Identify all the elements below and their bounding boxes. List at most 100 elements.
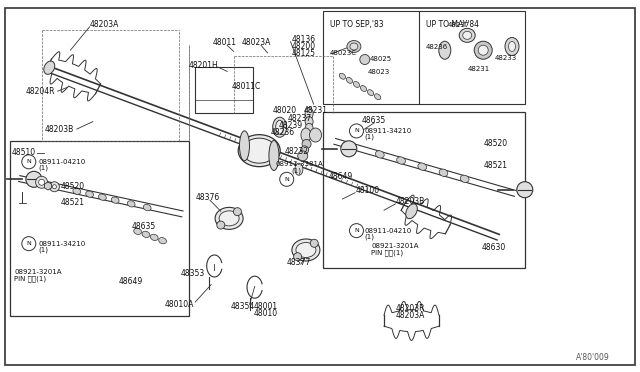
Ellipse shape — [296, 243, 316, 257]
Text: 48649: 48649 — [328, 172, 353, 181]
Bar — [323, 11, 525, 104]
Ellipse shape — [301, 128, 311, 142]
Ellipse shape — [302, 140, 311, 148]
Text: N: N — [284, 177, 289, 182]
Ellipse shape — [276, 120, 284, 134]
Ellipse shape — [111, 197, 119, 203]
Text: 48203A: 48203A — [90, 20, 119, 29]
Circle shape — [217, 221, 225, 229]
Text: 48237: 48237 — [287, 114, 312, 123]
Text: 48520: 48520 — [61, 182, 85, 191]
Circle shape — [310, 239, 318, 247]
Circle shape — [26, 171, 42, 187]
Text: 48020: 48020 — [273, 106, 297, 115]
Ellipse shape — [374, 94, 381, 100]
Text: UP TO MAY'84: UP TO MAY'84 — [426, 20, 479, 29]
Ellipse shape — [142, 231, 150, 237]
Ellipse shape — [134, 228, 141, 234]
Text: N: N — [26, 159, 31, 164]
Ellipse shape — [143, 205, 151, 211]
Text: (1): (1) — [38, 165, 49, 171]
Ellipse shape — [86, 191, 93, 197]
Ellipse shape — [339, 73, 346, 79]
Text: 48354: 48354 — [230, 302, 255, 311]
Ellipse shape — [463, 31, 472, 39]
Text: 48100: 48100 — [355, 186, 380, 195]
Ellipse shape — [238, 135, 280, 167]
Ellipse shape — [439, 169, 448, 176]
Text: 08921-3201A: 08921-3201A — [371, 243, 419, 249]
Ellipse shape — [269, 141, 279, 170]
Text: 48010: 48010 — [253, 309, 278, 318]
Ellipse shape — [73, 188, 81, 194]
Text: 48376: 48376 — [195, 193, 220, 202]
Text: 48237: 48237 — [448, 22, 470, 28]
Ellipse shape — [397, 157, 405, 164]
Ellipse shape — [305, 117, 313, 126]
Text: 48011: 48011 — [212, 38, 237, 47]
Circle shape — [22, 155, 36, 169]
Text: 48236: 48236 — [426, 44, 448, 49]
Text: 48203R: 48203R — [396, 304, 425, 312]
Text: PIN ピン(1): PIN ピン(1) — [371, 250, 403, 256]
Ellipse shape — [292, 239, 320, 261]
Bar — [323, 112, 525, 268]
Circle shape — [294, 253, 301, 261]
Ellipse shape — [505, 38, 519, 55]
Circle shape — [360, 55, 370, 64]
Text: 48377: 48377 — [287, 258, 311, 267]
Text: 08911-3381A: 08911-3381A — [275, 161, 323, 167]
Ellipse shape — [439, 41, 451, 59]
Text: 48001: 48001 — [253, 302, 278, 311]
Text: UP TO SEP,'83: UP TO SEP,'83 — [330, 20, 383, 29]
Ellipse shape — [239, 131, 250, 161]
Text: 48023A: 48023A — [242, 38, 271, 47]
Text: 48239: 48239 — [278, 121, 303, 130]
Ellipse shape — [474, 41, 492, 59]
Text: 48635: 48635 — [362, 116, 386, 125]
Circle shape — [36, 176, 47, 188]
Ellipse shape — [273, 117, 287, 137]
Text: (1): (1) — [291, 168, 301, 174]
Circle shape — [52, 185, 56, 189]
Text: 08921-3201A: 08921-3201A — [14, 269, 61, 275]
Text: 48023C: 48023C — [330, 50, 356, 56]
Ellipse shape — [347, 41, 361, 52]
Text: 48521: 48521 — [483, 161, 507, 170]
Ellipse shape — [353, 81, 360, 87]
Text: 48023: 48023 — [368, 69, 390, 75]
Text: 48203B: 48203B — [45, 125, 74, 134]
Ellipse shape — [460, 175, 469, 183]
Circle shape — [517, 182, 532, 198]
Ellipse shape — [376, 151, 384, 158]
Circle shape — [38, 179, 45, 185]
Text: 48630: 48630 — [481, 243, 506, 252]
Text: (1): (1) — [365, 234, 375, 240]
Text: 48649: 48649 — [118, 277, 143, 286]
Text: 08911-04210: 08911-04210 — [365, 228, 412, 234]
Text: 48236: 48236 — [271, 128, 295, 137]
Ellipse shape — [346, 77, 353, 83]
Ellipse shape — [159, 238, 166, 244]
Text: 48200: 48200 — [292, 42, 316, 51]
Text: 48231: 48231 — [304, 106, 328, 115]
Ellipse shape — [215, 207, 243, 230]
Text: (1): (1) — [38, 247, 49, 253]
Ellipse shape — [305, 124, 313, 133]
Text: 48231: 48231 — [467, 66, 490, 72]
Ellipse shape — [478, 45, 488, 55]
Text: 48204R: 48204R — [26, 87, 55, 96]
Ellipse shape — [99, 194, 106, 200]
Ellipse shape — [44, 61, 55, 74]
Text: 48125: 48125 — [292, 49, 316, 58]
Text: 48025: 48025 — [369, 56, 392, 62]
Text: 48510: 48510 — [12, 148, 36, 157]
Text: 48136: 48136 — [292, 35, 316, 44]
Text: 08911-34210: 08911-34210 — [38, 241, 86, 247]
Ellipse shape — [219, 211, 239, 226]
Circle shape — [341, 141, 357, 157]
Text: 48201H: 48201H — [189, 61, 218, 70]
Circle shape — [22, 237, 36, 251]
Text: 48353: 48353 — [180, 269, 205, 278]
Text: N: N — [354, 128, 359, 134]
